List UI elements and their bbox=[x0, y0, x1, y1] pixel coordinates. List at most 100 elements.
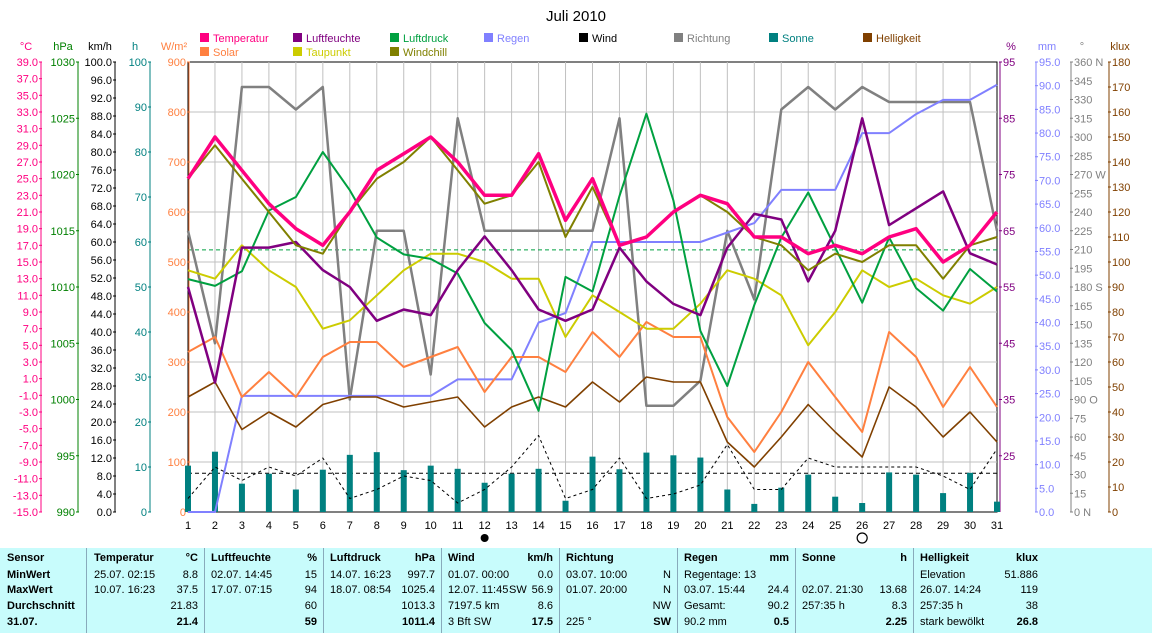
hum-min-value: 15 bbox=[304, 569, 317, 581]
x-tick-10: 10 bbox=[425, 520, 437, 532]
axis-tick-deg: 240 bbox=[1074, 207, 1092, 219]
unit-regen: mm bbox=[769, 552, 789, 564]
hum-max-value: 94 bbox=[304, 584, 317, 596]
unit-helligkeit: klux bbox=[1015, 552, 1038, 564]
axis-unit-mm: mm bbox=[1038, 41, 1056, 53]
axis-tick-temp: 19.0 bbox=[17, 224, 38, 236]
dir-max-time: 01.07. 20:00 bbox=[566, 584, 628, 596]
x-tick-19: 19 bbox=[667, 520, 679, 532]
bar-sonne-day-17 bbox=[616, 469, 623, 512]
axis-tick-deg: 0 N bbox=[1074, 507, 1091, 519]
bar-sonne-day-25 bbox=[832, 496, 839, 512]
axis-tick-pct: 25 bbox=[1003, 451, 1015, 463]
x-tick-16: 16 bbox=[586, 520, 598, 532]
legend-swatch-luftfeuchte bbox=[293, 33, 302, 42]
axis-tick-temp: 11.0 bbox=[17, 290, 38, 302]
axis-tick-klux: 140 bbox=[1112, 157, 1130, 169]
axis-tick-deg: 270 W bbox=[1074, 170, 1106, 182]
axis-tick-pct: 95 bbox=[1003, 57, 1015, 69]
axis-tick-deg: 120 bbox=[1074, 357, 1092, 369]
bar-sonne-day-9 bbox=[400, 470, 407, 512]
x-tick-13: 13 bbox=[505, 520, 517, 532]
axis-unit-hpa: hPa bbox=[53, 41, 73, 53]
axis-tick-temp: 23.0 bbox=[17, 190, 38, 202]
dir-avg-value: NW bbox=[652, 600, 671, 612]
axis-tick-kmh: 92.0 bbox=[91, 93, 112, 105]
bar-sonne-day-26 bbox=[859, 503, 866, 512]
axis-tick-klux: 100 bbox=[1112, 257, 1130, 269]
rain-month: 90.2 mm bbox=[684, 616, 727, 628]
series-line-regen bbox=[188, 83, 998, 513]
temp-avg-value: 21.83 bbox=[170, 600, 198, 612]
cloud-status: stark bewölkt bbox=[920, 616, 985, 628]
bar-sonne-day-16 bbox=[589, 456, 596, 512]
x-tick-30: 30 bbox=[964, 520, 976, 532]
wind-avg-value: 8.6 bbox=[537, 600, 553, 612]
elevation-label: Elevation bbox=[920, 569, 966, 581]
legend-label-taupunkt: Taupunkt bbox=[306, 47, 351, 59]
bar-sonne-day-21 bbox=[724, 489, 731, 512]
chart-title: Juli 2010 bbox=[546, 8, 606, 25]
axis-tick-kmh: 64.0 bbox=[91, 219, 112, 231]
axis-tick-temp: -15.0 bbox=[13, 507, 38, 519]
axis-tick-pct: 35 bbox=[1003, 395, 1015, 407]
axis-tick-kmh: 24.0 bbox=[91, 399, 112, 411]
axis-tick-deg: 165 bbox=[1074, 301, 1092, 313]
bar-sonne-day-20 bbox=[697, 457, 704, 512]
temp-min-value: 8.8 bbox=[182, 569, 198, 581]
bar-sonne-day-27 bbox=[886, 472, 893, 512]
sun-avg-value: 8.3 bbox=[891, 600, 907, 612]
hdr-luftfeuchte: Luftfeuchte bbox=[211, 552, 271, 564]
axis-tick-klux: 10 bbox=[1112, 482, 1124, 494]
axis-unit-pct: % bbox=[1006, 41, 1016, 53]
axis-unit-h: h bbox=[132, 41, 138, 53]
weather-chart: Juli 2010 °C -15.0 -13.0 -11.0 -9.0 -7.0 -5.0 -… bbox=[13, 8, 1130, 544]
axis-tick-deg: 330 bbox=[1074, 95, 1092, 107]
bar-sonne-day-15 bbox=[562, 500, 569, 512]
bar-sonne-day-5 bbox=[292, 489, 299, 512]
axis-tick-kmh: 36.0 bbox=[91, 345, 112, 357]
lux-total-hours: 257:35 h bbox=[920, 600, 963, 612]
axis-tick-klux: 180 bbox=[1112, 57, 1130, 69]
axis-tick-mm: 95.0 bbox=[1039, 57, 1060, 69]
axis-tick-kmh: 32.0 bbox=[91, 363, 112, 375]
axis-tick-kmh: 8.0 bbox=[97, 471, 112, 483]
axis-tick-h: 100 bbox=[129, 57, 147, 69]
axis-tick-wm2: 500 bbox=[168, 257, 186, 269]
series-line-temperatur bbox=[186, 135, 999, 264]
axis-tick-mm: 45.0 bbox=[1039, 294, 1060, 306]
legend-swatch-sonne bbox=[769, 33, 778, 42]
press-min-value: 997.7 bbox=[407, 569, 435, 581]
hdr-sonne: Sonne bbox=[802, 552, 836, 564]
axis-tick-mm: 85.0 bbox=[1039, 104, 1060, 116]
axis-tick-temp: 29.0 bbox=[17, 140, 38, 152]
x-tick-25: 25 bbox=[829, 520, 841, 532]
unit-temperatur: °C bbox=[185, 552, 198, 564]
bar-sonne-day-7 bbox=[346, 454, 353, 512]
axis-tick-temp: -5.0 bbox=[19, 424, 38, 436]
axis-tick-wm2: 600 bbox=[168, 207, 186, 219]
rain-total-label: Gesamt: bbox=[684, 600, 726, 612]
legend-swatch-windchill bbox=[390, 47, 399, 56]
axis-tick-temp: -9.0 bbox=[19, 457, 38, 469]
axis-tick-mm: 15.0 bbox=[1039, 436, 1060, 448]
axis-tick-pct: 75 bbox=[1003, 170, 1015, 182]
sun-total-hours: 257:35 h bbox=[802, 600, 845, 612]
temp-current-value: 21.4 bbox=[176, 616, 198, 628]
axis-tick-deg: 225 bbox=[1074, 226, 1092, 238]
temp-max-time: 10.07. 16:23 bbox=[94, 584, 156, 596]
rain-days: Regentage: 13 bbox=[684, 569, 757, 581]
axis-tick-klux: 160 bbox=[1112, 107, 1130, 119]
axis-tick-mm: 5.0 bbox=[1039, 483, 1054, 495]
row-avg-label: Durchschnitt bbox=[7, 600, 75, 612]
axis-tick-h: 10 bbox=[135, 462, 147, 474]
wind-min-time: 01.07. 00:00 bbox=[448, 569, 510, 581]
axis-tick-temp: 33.0 bbox=[17, 107, 38, 119]
col-luftdruck: Luftdruck hPa 14.07. 16:23 997.7 18.07. … bbox=[324, 548, 442, 633]
axis-unit-wm2: W/m² bbox=[161, 41, 188, 53]
axis-tick-wm2: 0 bbox=[180, 507, 186, 519]
bar-sonne-day-8 bbox=[373, 452, 380, 512]
axis-tick-temp: -11.0 bbox=[14, 474, 38, 486]
row-date-label: 31.07. bbox=[7, 616, 38, 628]
legend-label-luftdruck: Luftdruck bbox=[403, 33, 449, 45]
